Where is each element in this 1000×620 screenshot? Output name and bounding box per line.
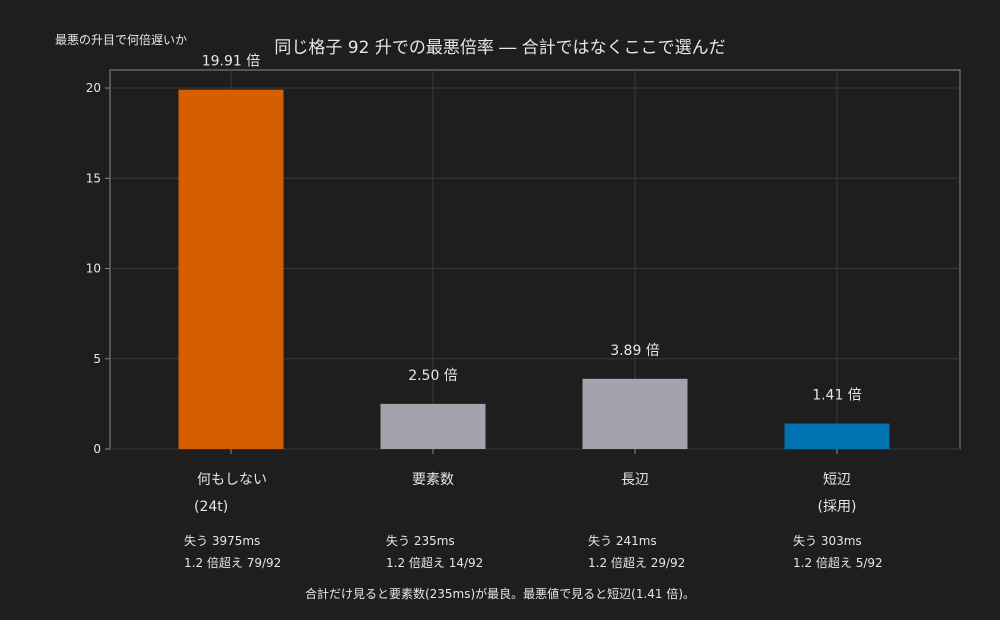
- bar-3: [784, 423, 890, 449]
- category-name: 短辺: [823, 472, 851, 488]
- over-text: 1.2 倍超え 14/92: [386, 556, 484, 570]
- footnote: 合計だけ見ると要素数(235ms)が最良。最悪値で見ると短辺(1.41 倍)。: [304, 587, 696, 601]
- category-label-none: 何もしない (24t): [152, 467, 312, 521]
- value-label-1: 2.50 倍: [408, 368, 458, 384]
- bar-0: [178, 89, 284, 449]
- category-label-long-side: 長辺: [555, 467, 715, 494]
- category-name: 長辺: [621, 472, 649, 488]
- over-text: 1.2 倍超え 79/92: [184, 556, 282, 570]
- category-label-element-count: 要素数: [353, 467, 513, 494]
- loss-text: 失う 235ms: [386, 534, 455, 548]
- category-sub: (24t): [194, 499, 229, 515]
- over-text: 1.2 倍超え 29/92: [588, 556, 686, 570]
- y-tick-label: 15: [86, 171, 101, 185]
- bar-2: [582, 378, 688, 449]
- y-tick-label: 0: [93, 442, 101, 456]
- annotation-long-side: 失う 241ms 1.2 倍超え 29/92: [588, 530, 685, 574]
- y-axis-label: 最悪の升目で何倍遅いか: [55, 33, 188, 47]
- category-name: 要素数: [412, 472, 454, 488]
- y-tick-label: 5: [93, 352, 101, 366]
- annotation-none: 失う 3975ms 1.2 倍超え 79/92: [184, 530, 281, 574]
- loss-text: 失う 241ms: [588, 534, 657, 548]
- y-tick-label: 10: [86, 262, 101, 276]
- category-name: 何もしない: [197, 472, 267, 488]
- loss-text: 失う 303ms: [793, 534, 862, 548]
- value-label-0: 19.91 倍: [202, 54, 261, 70]
- bar-1: [380, 403, 486, 449]
- over-text: 1.2 倍超え 5/92: [793, 556, 883, 570]
- chart-title: 同じ格子 92 升での最悪倍率 ― 合計ではなくここで選んだ: [274, 38, 726, 58]
- category-sub: (採用): [817, 499, 857, 515]
- y-tick-label: 20: [86, 81, 101, 95]
- category-label-short-side: 短辺 (採用): [757, 467, 917, 521]
- value-label-3: 1.41 倍: [812, 388, 862, 404]
- annotation-element-count: 失う 235ms 1.2 倍超え 14/92: [386, 530, 483, 574]
- value-label-2: 3.89 倍: [610, 343, 660, 359]
- annotation-short-side: 失う 303ms 1.2 倍超え 5/92: [793, 530, 883, 574]
- loss-text: 失う 3975ms: [184, 534, 261, 548]
